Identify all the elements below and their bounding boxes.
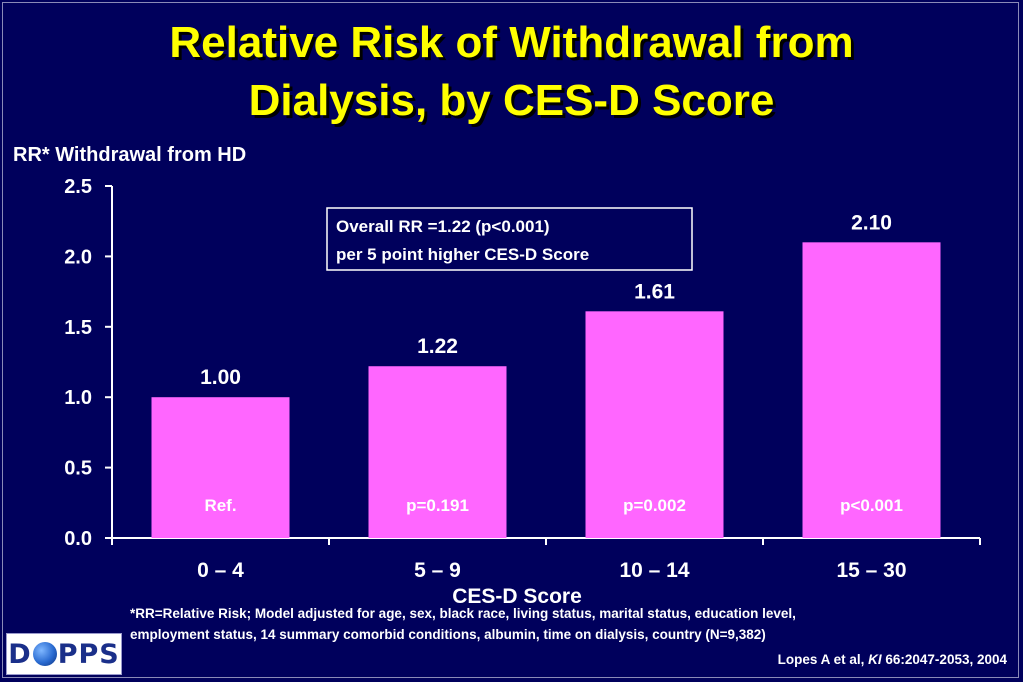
y-tick-label: 2.5 xyxy=(64,176,92,198)
x-tick-label: 0 – 4 xyxy=(197,559,244,582)
annotation-line-1: Overall RR =1.22 (p<0.001) xyxy=(336,217,550,236)
citation: Lopes A et al, KI 66:2047-2053, 2004 xyxy=(778,652,1007,667)
bar xyxy=(151,397,290,538)
bar-value-label: 1.22 xyxy=(417,335,458,358)
x-tick-label: 10 – 14 xyxy=(619,559,689,582)
chart-title-line-1: Relative Risk of Withdrawal from xyxy=(169,18,854,67)
bar xyxy=(368,366,507,538)
y-tick-label: 0.0 xyxy=(64,528,92,550)
x-tick-label: 15 – 30 xyxy=(836,559,906,582)
citation-authors: Lopes A et al, xyxy=(777,652,869,667)
chart-title-line-2: Dialysis, by CES-D Score xyxy=(248,76,775,125)
annotation-box xyxy=(326,207,693,271)
bar-p-value-label: p=0.002 xyxy=(623,496,686,515)
bar xyxy=(585,311,724,538)
chart-bars: 1.00 Ref. 1.22 p=0.191 1.61 p=0.002 2.10 p<0.00… xyxy=(151,211,941,538)
x-tick-label: 5 – 9 xyxy=(414,559,461,582)
overall-rr-annotation: Overall RR =1.22 (p<0.001) per 5 point h… xyxy=(326,207,693,271)
globe-icon xyxy=(32,642,57,666)
citation-details: 66:2047-2053, 2004 xyxy=(881,652,1007,667)
dopps-logo: D PPS xyxy=(6,633,122,675)
y-tick-label: 1.0 xyxy=(64,387,92,409)
footnote: *RR=Relative Risk; Model adjusted for ag… xyxy=(130,606,796,642)
bar-p-value-label: p<0.001 xyxy=(840,496,903,515)
y-axis-label: RR* Withdrawal from HD xyxy=(13,144,247,166)
dopps-logo-text: D PPS xyxy=(8,639,119,670)
bar-value-label: 2.10 xyxy=(851,211,892,234)
y-tick-label: 1.5 xyxy=(64,317,92,339)
y-tick-label: 2.0 xyxy=(64,246,92,268)
x-axis-label: CES-D Score xyxy=(452,585,582,608)
annotation-line-2: per 5 point higher CES-D Score xyxy=(336,245,589,264)
bar-value-label: 1.61 xyxy=(634,280,675,303)
logo-text-part-2: PPS xyxy=(57,638,120,670)
bar-value-label: 1.00 xyxy=(200,366,241,389)
bar-p-value-label: Ref. xyxy=(204,496,236,515)
logo-text-part-1: D xyxy=(8,638,32,670)
bar-p-value-label: p=0.191 xyxy=(406,496,469,515)
y-tick-label: 0.5 xyxy=(64,458,92,480)
citation-journal: KI xyxy=(868,652,882,667)
bar xyxy=(802,242,941,538)
